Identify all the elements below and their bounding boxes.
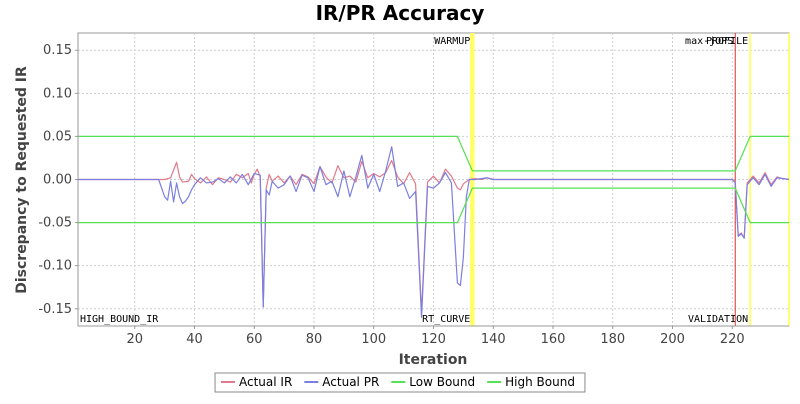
series-line <box>78 187 789 224</box>
legend-item: Low Bound <box>391 375 475 389</box>
y-tick-label: 0.10 <box>43 86 72 101</box>
y-tick-label: -0.15 <box>38 302 72 317</box>
x-axis-title: Iteration <box>399 352 468 368</box>
marker-top-label: max-jOPS <box>685 36 733 47</box>
y-tick-label: 0.15 <box>43 43 72 58</box>
y-tick-label: 0.00 <box>43 173 72 188</box>
marker-top-label: WARMUP <box>434 36 470 47</box>
series-line <box>78 135 789 172</box>
legend-item: Actual IR <box>221 375 292 389</box>
y-tick-label: 0.05 <box>43 129 72 144</box>
x-tick-label: 60 <box>246 332 263 347</box>
legend-item: High Bound <box>487 375 575 389</box>
legend-label: High Bound <box>505 375 575 389</box>
y-tick-label: -0.10 <box>38 259 72 274</box>
x-tick-label: 80 <box>306 332 323 347</box>
legend-box <box>214 372 586 393</box>
corner-label: HIGH_BOUND_IR <box>80 314 159 325</box>
y-axis-title: Discrepancy to Requested IR <box>14 66 30 294</box>
x-tick-label: 100 <box>361 332 386 347</box>
plot-area: 0.15 0.10 0.05 0.00 -0.05 -0.10 -0.15 20 40 60 80 1… <box>38 32 790 347</box>
x-tick-label: 140 <box>481 332 506 347</box>
y-tick-label: -0.05 <box>38 216 72 231</box>
marker-bottom-label: RT_CURVE <box>422 314 470 325</box>
legend-label: Actual IR <box>239 375 292 389</box>
legend-items: Actual IR Actual PR Low Bound High Bound <box>221 375 575 389</box>
marker-bottom-label: VALIDATION <box>688 314 748 325</box>
chart-title: IR/PR Accuracy <box>316 1 485 25</box>
legend-label: Actual PR <box>322 375 379 389</box>
legend-label: Low Bound <box>409 375 475 389</box>
x-tick-label: 120 <box>421 332 446 347</box>
marker-top-label: PROFILE <box>706 36 748 47</box>
x-tick-label: 40 <box>186 332 203 347</box>
x-tick-label: 180 <box>600 332 625 347</box>
x-tick-label: 220 <box>720 332 745 347</box>
legend-item: Actual PR <box>304 375 379 389</box>
x-tick-label: 160 <box>541 332 566 347</box>
x-tick-label: 20 <box>126 332 143 347</box>
phase-marker <box>734 33 736 326</box>
series-line <box>78 146 790 318</box>
legend: Actual IR Actual PR Low Bound High Bound <box>214 372 586 393</box>
x-tick-label: 200 <box>660 332 685 347</box>
